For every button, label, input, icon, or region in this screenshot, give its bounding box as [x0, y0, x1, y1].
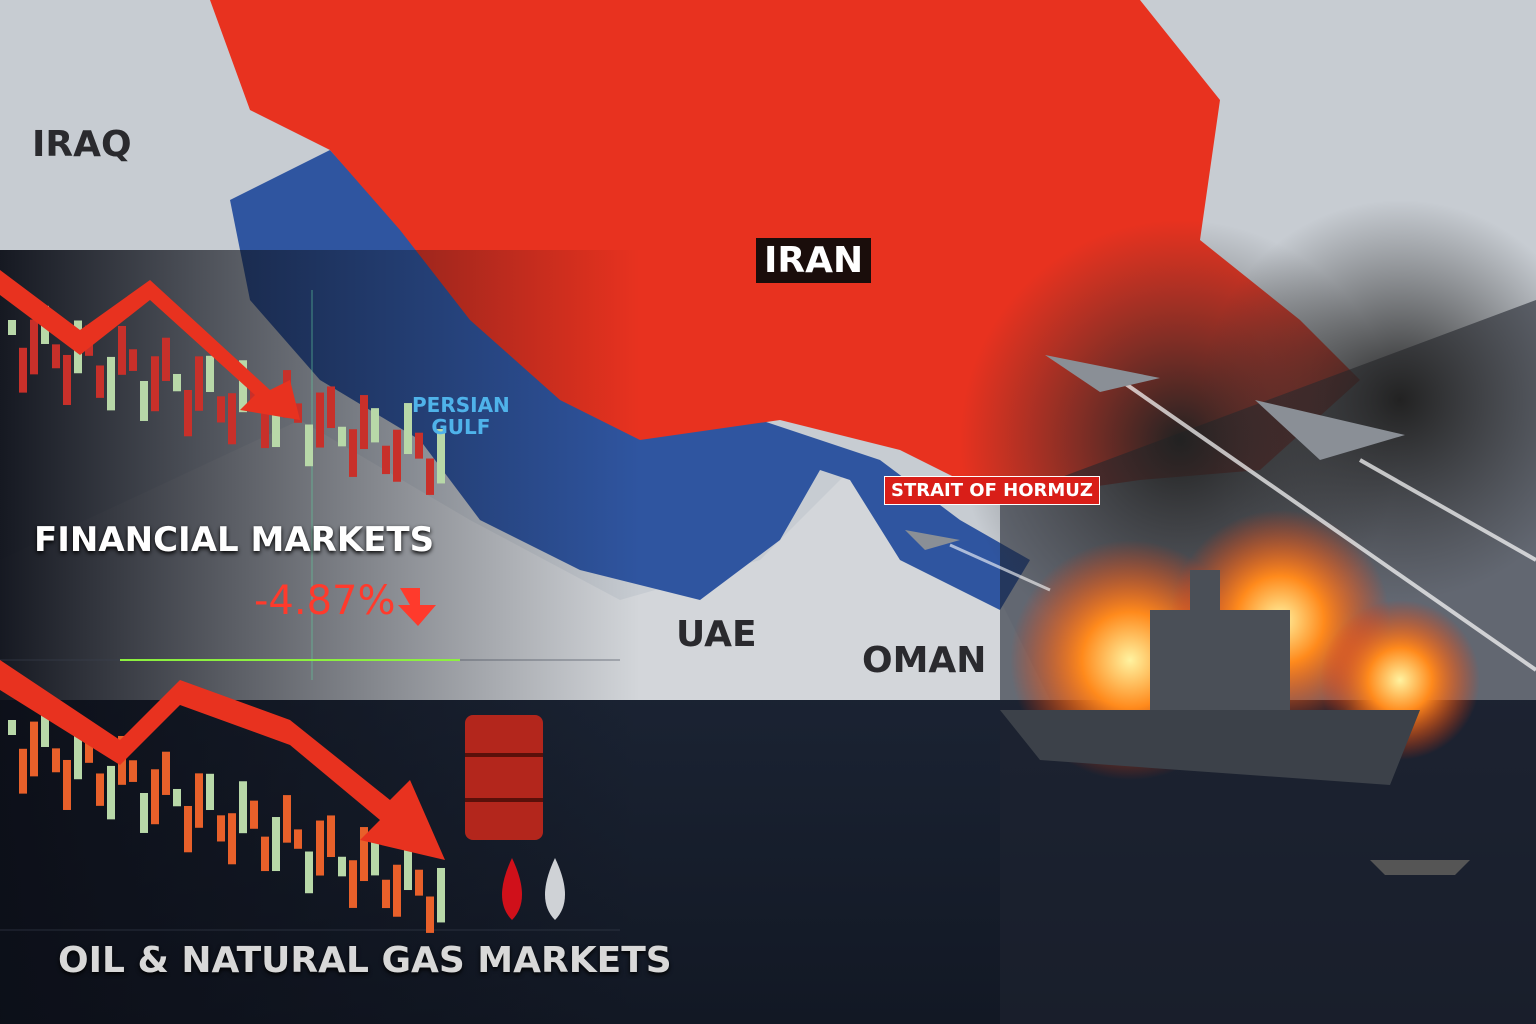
oil-candles [8, 708, 445, 933]
candle [195, 773, 203, 828]
arrow-down-icon [0, 270, 300, 420]
candle [382, 879, 390, 909]
candle [360, 827, 368, 882]
candle [19, 347, 27, 393]
candle [118, 325, 126, 375]
candle [327, 815, 335, 858]
candle [382, 445, 390, 475]
candle [30, 319, 38, 375]
candle [63, 354, 71, 405]
label-strait-of-hormuz: STRAIT OF HORMUZ [884, 476, 1100, 505]
candle [162, 337, 170, 381]
candle [338, 856, 346, 877]
candle [272, 393, 280, 448]
financial-markets-title: FINANCIAL MARKETS [34, 520, 435, 560]
candle [349, 429, 357, 477]
candle [206, 355, 214, 393]
candle [8, 720, 16, 735]
candle [415, 432, 423, 459]
candle [41, 708, 49, 747]
oil-drop-icon [502, 858, 522, 920]
candle [52, 748, 60, 773]
oil-barrel-icon [465, 715, 543, 840]
candle [96, 773, 104, 806]
candle [316, 392, 324, 448]
candle [52, 344, 60, 369]
candle [228, 813, 236, 865]
candle [338, 426, 346, 447]
candle [404, 839, 412, 891]
candle [140, 792, 148, 833]
candle [272, 817, 280, 872]
candle [19, 748, 27, 794]
candle [305, 424, 313, 467]
candle [107, 356, 115, 411]
fighter-jet-icon [905, 530, 960, 550]
candle [228, 393, 236, 445]
candle [360, 395, 368, 450]
candle [305, 851, 313, 894]
candle [206, 773, 214, 811]
candle [217, 815, 225, 842]
candle [283, 795, 291, 843]
candle [162, 751, 170, 795]
candle [96, 365, 104, 398]
candle [85, 732, 93, 763]
candle [316, 820, 324, 876]
candle [140, 380, 148, 421]
label-iran: IRAN [756, 238, 872, 283]
gulf-line1: PERSIAN [412, 393, 510, 417]
candle [426, 458, 434, 495]
label-uae: UAE [676, 614, 757, 655]
candle [195, 356, 203, 411]
candle [173, 788, 181, 807]
candle [107, 765, 115, 820]
candle [173, 373, 181, 392]
candle [393, 864, 401, 917]
candle [371, 408, 379, 443]
warship-icon [1000, 570, 1420, 785]
candle [74, 726, 82, 780]
label-oman: OMAN [862, 640, 987, 681]
candle [239, 360, 247, 413]
candle [250, 800, 258, 829]
gas-drop-icon [545, 858, 565, 920]
candle [184, 389, 192, 437]
candle [184, 805, 192, 853]
arrow-down-icon [398, 588, 436, 626]
candle [63, 759, 71, 810]
label-persian-gulf: PERSIAN GULF [412, 394, 510, 438]
arrow-down-icon [0, 660, 445, 860]
candle [415, 869, 423, 896]
fighter-jet-icon [1045, 355, 1160, 392]
candle [437, 867, 445, 923]
candle [261, 836, 269, 872]
market-panel [0, 250, 640, 1024]
candle [349, 860, 357, 908]
candle [261, 413, 269, 449]
gulf-line2: GULF [431, 415, 491, 439]
candle [129, 349, 137, 371]
candle [404, 403, 412, 455]
label-iraq: IRAQ [32, 124, 132, 165]
candle [151, 769, 159, 825]
oil-gas-markets-title: OIL & NATURAL GAS MARKETS [58, 940, 672, 981]
candle [217, 396, 225, 423]
candle [239, 781, 247, 834]
candle [30, 721, 38, 777]
financial-change: -4.87% [254, 578, 396, 624]
candle [327, 386, 335, 429]
candle [371, 841, 379, 876]
candle [8, 320, 16, 335]
candle [151, 356, 159, 412]
fighter-jet-icon [1255, 400, 1405, 460]
candle [437, 428, 445, 484]
candle [426, 896, 434, 933]
candle [294, 829, 302, 849]
candle [129, 760, 137, 782]
candle [393, 429, 401, 482]
